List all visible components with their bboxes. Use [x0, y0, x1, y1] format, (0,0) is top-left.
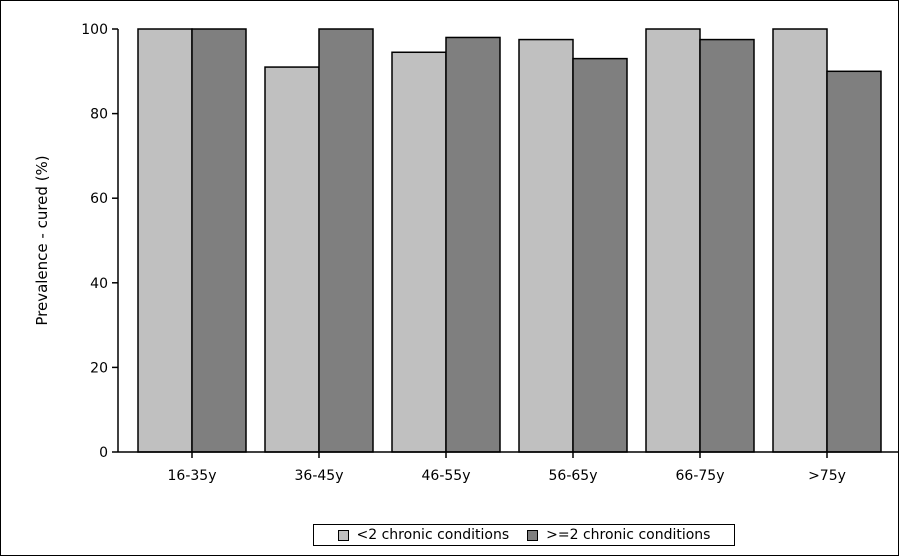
legend: <2 chronic conditions >=2 chronic condit…: [313, 524, 735, 546]
y-axis-title: Prevalence - cured (%): [33, 155, 51, 325]
bars-layer: [137, 28, 882, 453]
bar-2-6: [826, 70, 882, 453]
bar-1-5: [645, 28, 701, 453]
bar-2-5: [699, 38, 755, 453]
y-tick-label: 20: [90, 360, 108, 376]
y-tick-label: 80: [90, 107, 108, 123]
x-tick-label: >75y: [808, 468, 846, 484]
x-tick-label: 36-45y: [295, 468, 344, 484]
bar-1-3: [391, 51, 447, 453]
x-tick-label: 56-65y: [549, 468, 598, 484]
x-tick-label: 66-75y: [676, 468, 725, 484]
bar-1-6: [772, 28, 828, 453]
x-tick-label: 46-55y: [422, 468, 471, 484]
x-tick-label: 16-35y: [168, 468, 217, 484]
legend-item-series-1: <2 chronic conditions: [337, 527, 510, 543]
bar-1-2: [264, 66, 320, 453]
y-tick-label: 0: [99, 445, 108, 461]
bar-2-1: [191, 28, 247, 453]
bar-1-1: [137, 28, 193, 453]
y-tick-label: 60: [90, 191, 108, 207]
legend-label-series-2: >=2 chronic conditions: [546, 527, 711, 543]
bar-1-4: [518, 38, 574, 453]
bar-2-4: [572, 57, 628, 453]
bar-2-3: [445, 36, 501, 453]
axes-layer: 16-35y 36-45y 46-55y 56-65y 66-75y >75y 0 20 40 6…: [81, 22, 898, 484]
legend-swatch-series-1: [337, 529, 349, 541]
bar-2-2: [318, 28, 374, 453]
y-tick-label: 100: [81, 22, 108, 38]
y-tick-label: 40: [90, 276, 108, 292]
bar-chart: 16-35y 36-45y 46-55y 56-65y 66-75y >75y 0 20 40 6…: [33, 22, 898, 484]
legend-swatch-series-2: [527, 529, 539, 541]
legend-item-series-2: >=2 chronic conditions: [527, 527, 710, 543]
legend-label-series-1: <2 chronic conditions: [356, 527, 510, 543]
